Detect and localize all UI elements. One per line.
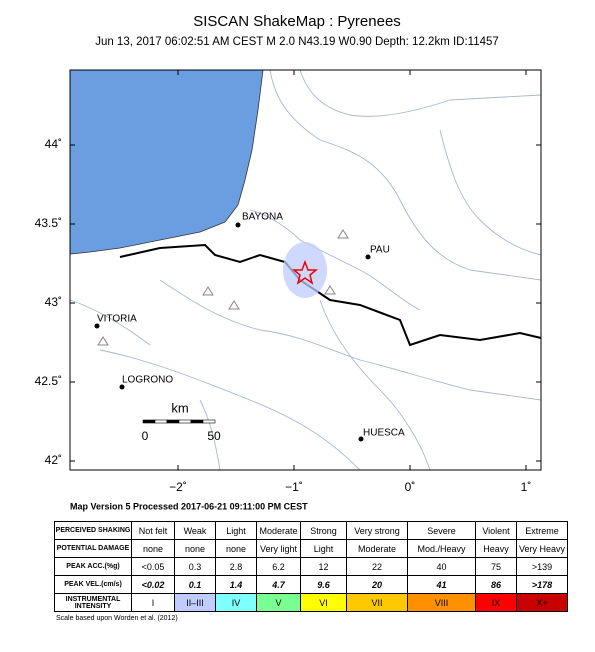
map xyxy=(69,69,542,471)
legend-cell: Violent xyxy=(475,521,517,540)
legend-cell: <0.05 xyxy=(131,557,175,576)
legend-cell: 86 xyxy=(475,575,517,594)
intensity-legend: PERCEIVED SHAKING Not felt Weak Light Modera… xyxy=(54,521,568,612)
legend-cell: 4.7 xyxy=(256,575,301,594)
legend-cell: none xyxy=(131,539,175,558)
legend-cell: 41 xyxy=(407,575,476,594)
legend-cell: II–III xyxy=(174,593,216,612)
stations xyxy=(97,229,349,346)
legend-cell: 22 xyxy=(346,557,408,576)
city-dot xyxy=(119,384,125,390)
legend-cell: 0.1 xyxy=(174,575,216,594)
row-label: PEAK VEL.(cm/s) xyxy=(54,575,132,594)
legend-cell: IX xyxy=(475,593,517,612)
legend-cell: Light xyxy=(300,539,347,558)
epicenter xyxy=(291,259,319,285)
rivers xyxy=(69,69,542,471)
city-label: VITORIA xyxy=(97,314,137,325)
legend-cell: X+ xyxy=(516,593,568,612)
legend-cell: 0.3 xyxy=(174,557,216,576)
city-label: BAYONA xyxy=(242,212,283,223)
city-dot xyxy=(235,222,241,228)
legend-cell: 2.8 xyxy=(215,557,257,576)
scale-bar-segment xyxy=(142,419,156,424)
title: SISCAN ShakeMap : Pyrenees xyxy=(193,13,401,30)
legend-cell: Mod./Heavy xyxy=(407,539,476,558)
legend-cell: >139 xyxy=(516,557,568,576)
scale-bar-segment xyxy=(166,419,180,424)
legend-cell: none xyxy=(174,539,216,558)
legend-row: PERCEIVED SHAKING Not felt Weak Light Modera… xyxy=(54,521,568,540)
city-label: LOGRONO xyxy=(122,375,173,386)
row-label: PEAK ACC.(%g) xyxy=(54,557,132,576)
row-label: PERCEIVED SHAKING xyxy=(54,521,132,540)
legend-cell: Moderate xyxy=(346,539,408,558)
legend-cell: Very light xyxy=(256,539,301,558)
scale-bar-segment xyxy=(190,419,204,424)
city-label: HUESCA xyxy=(363,428,405,439)
legend-cell: VI xyxy=(300,593,347,612)
lon-tick-label: 1˚ xyxy=(521,480,532,494)
city-label: PAU xyxy=(370,245,390,256)
city-dot xyxy=(365,254,371,260)
intensity-area xyxy=(283,242,327,298)
lat-tick-label: 44˚ xyxy=(45,137,62,151)
legend-cell: I xyxy=(131,593,175,612)
legend-cell: Light xyxy=(215,521,257,540)
legend-cell: <0.02 xyxy=(131,575,175,594)
lat-tick-label: 42˚ xyxy=(45,453,62,467)
scale-bar-unit: km xyxy=(171,400,188,415)
map-footer: Map Version 5 Processed 2017-06-21 09:11… xyxy=(70,501,308,511)
scale-bar-segment xyxy=(178,419,192,424)
legend-cell: 6.2 xyxy=(256,557,301,576)
legend-cell: Very strong xyxy=(346,521,408,540)
legend-cell: 75 xyxy=(475,557,517,576)
city-dot xyxy=(94,323,100,329)
scale-bar-segment xyxy=(202,419,216,424)
legend-cell: 20 xyxy=(346,575,408,594)
lat-tick-label: 42.5˚ xyxy=(35,374,62,388)
legend-row: INSTRUMENTAL INTENSITY I II–III IV V VI VII VII… xyxy=(54,593,568,612)
legend-cell: Moderate xyxy=(256,521,301,540)
subtitle: Jun 13, 2017 06:02:51 AM CEST M 2.0 N43.… xyxy=(95,36,499,48)
legend-cell: Extreme xyxy=(516,521,568,540)
legend-cell: Severe xyxy=(407,521,476,540)
legend-cell: none xyxy=(215,539,257,558)
lat-tick-label: 43.5˚ xyxy=(35,216,62,230)
lat-tick-label: 43˚ xyxy=(45,295,62,309)
legend-row: PEAK ACC.(%g) <0.05 0.3 2.8 6.2 12 22 40 75 >139 xyxy=(54,557,568,576)
legend-cell: Not felt xyxy=(131,521,175,540)
legend-cell: Very Heavy xyxy=(516,539,568,558)
legend-cell: VII xyxy=(346,593,408,612)
legend-cell: Weak xyxy=(174,521,216,540)
legend-cell: 9.6 xyxy=(300,575,347,594)
scale-bar-segment xyxy=(154,419,168,424)
legend-cell: >178 xyxy=(516,575,568,594)
row-label: POTENTIAL DAMAGE xyxy=(54,539,132,558)
scale-bar-end: 50 xyxy=(207,429,221,443)
legend-row: POTENTIAL DAMAGE none none none Very light Li… xyxy=(54,539,568,558)
lon-tick-label: −1˚ xyxy=(285,480,303,494)
legend-cell: Heavy xyxy=(475,539,517,558)
lon-tick-label: 0˚ xyxy=(405,480,416,494)
row-label: INSTRUMENTAL INTENSITY xyxy=(54,593,132,612)
legend-cell: VIII xyxy=(407,593,476,612)
frame xyxy=(69,69,542,471)
legend-row: PEAK VEL.(cm/s) <0.02 0.1 1.4 4.7 9.6 20 41 86 >1… xyxy=(54,575,568,594)
ocean xyxy=(69,69,264,255)
legend-cell: V xyxy=(256,593,301,612)
legend-cell: 40 xyxy=(407,557,476,576)
lon-tick-label: −2˚ xyxy=(169,480,187,494)
city-dot xyxy=(358,436,364,442)
legend-cell: 12 xyxy=(300,557,347,576)
legend-cell: Strong xyxy=(300,521,347,540)
scale-bar-start: 0 xyxy=(142,429,149,443)
legend-cell: IV xyxy=(215,593,257,612)
legend-cell: 1.4 xyxy=(215,575,257,594)
scale-note: Scale based upon Worden et al. (2012) xyxy=(56,615,178,622)
